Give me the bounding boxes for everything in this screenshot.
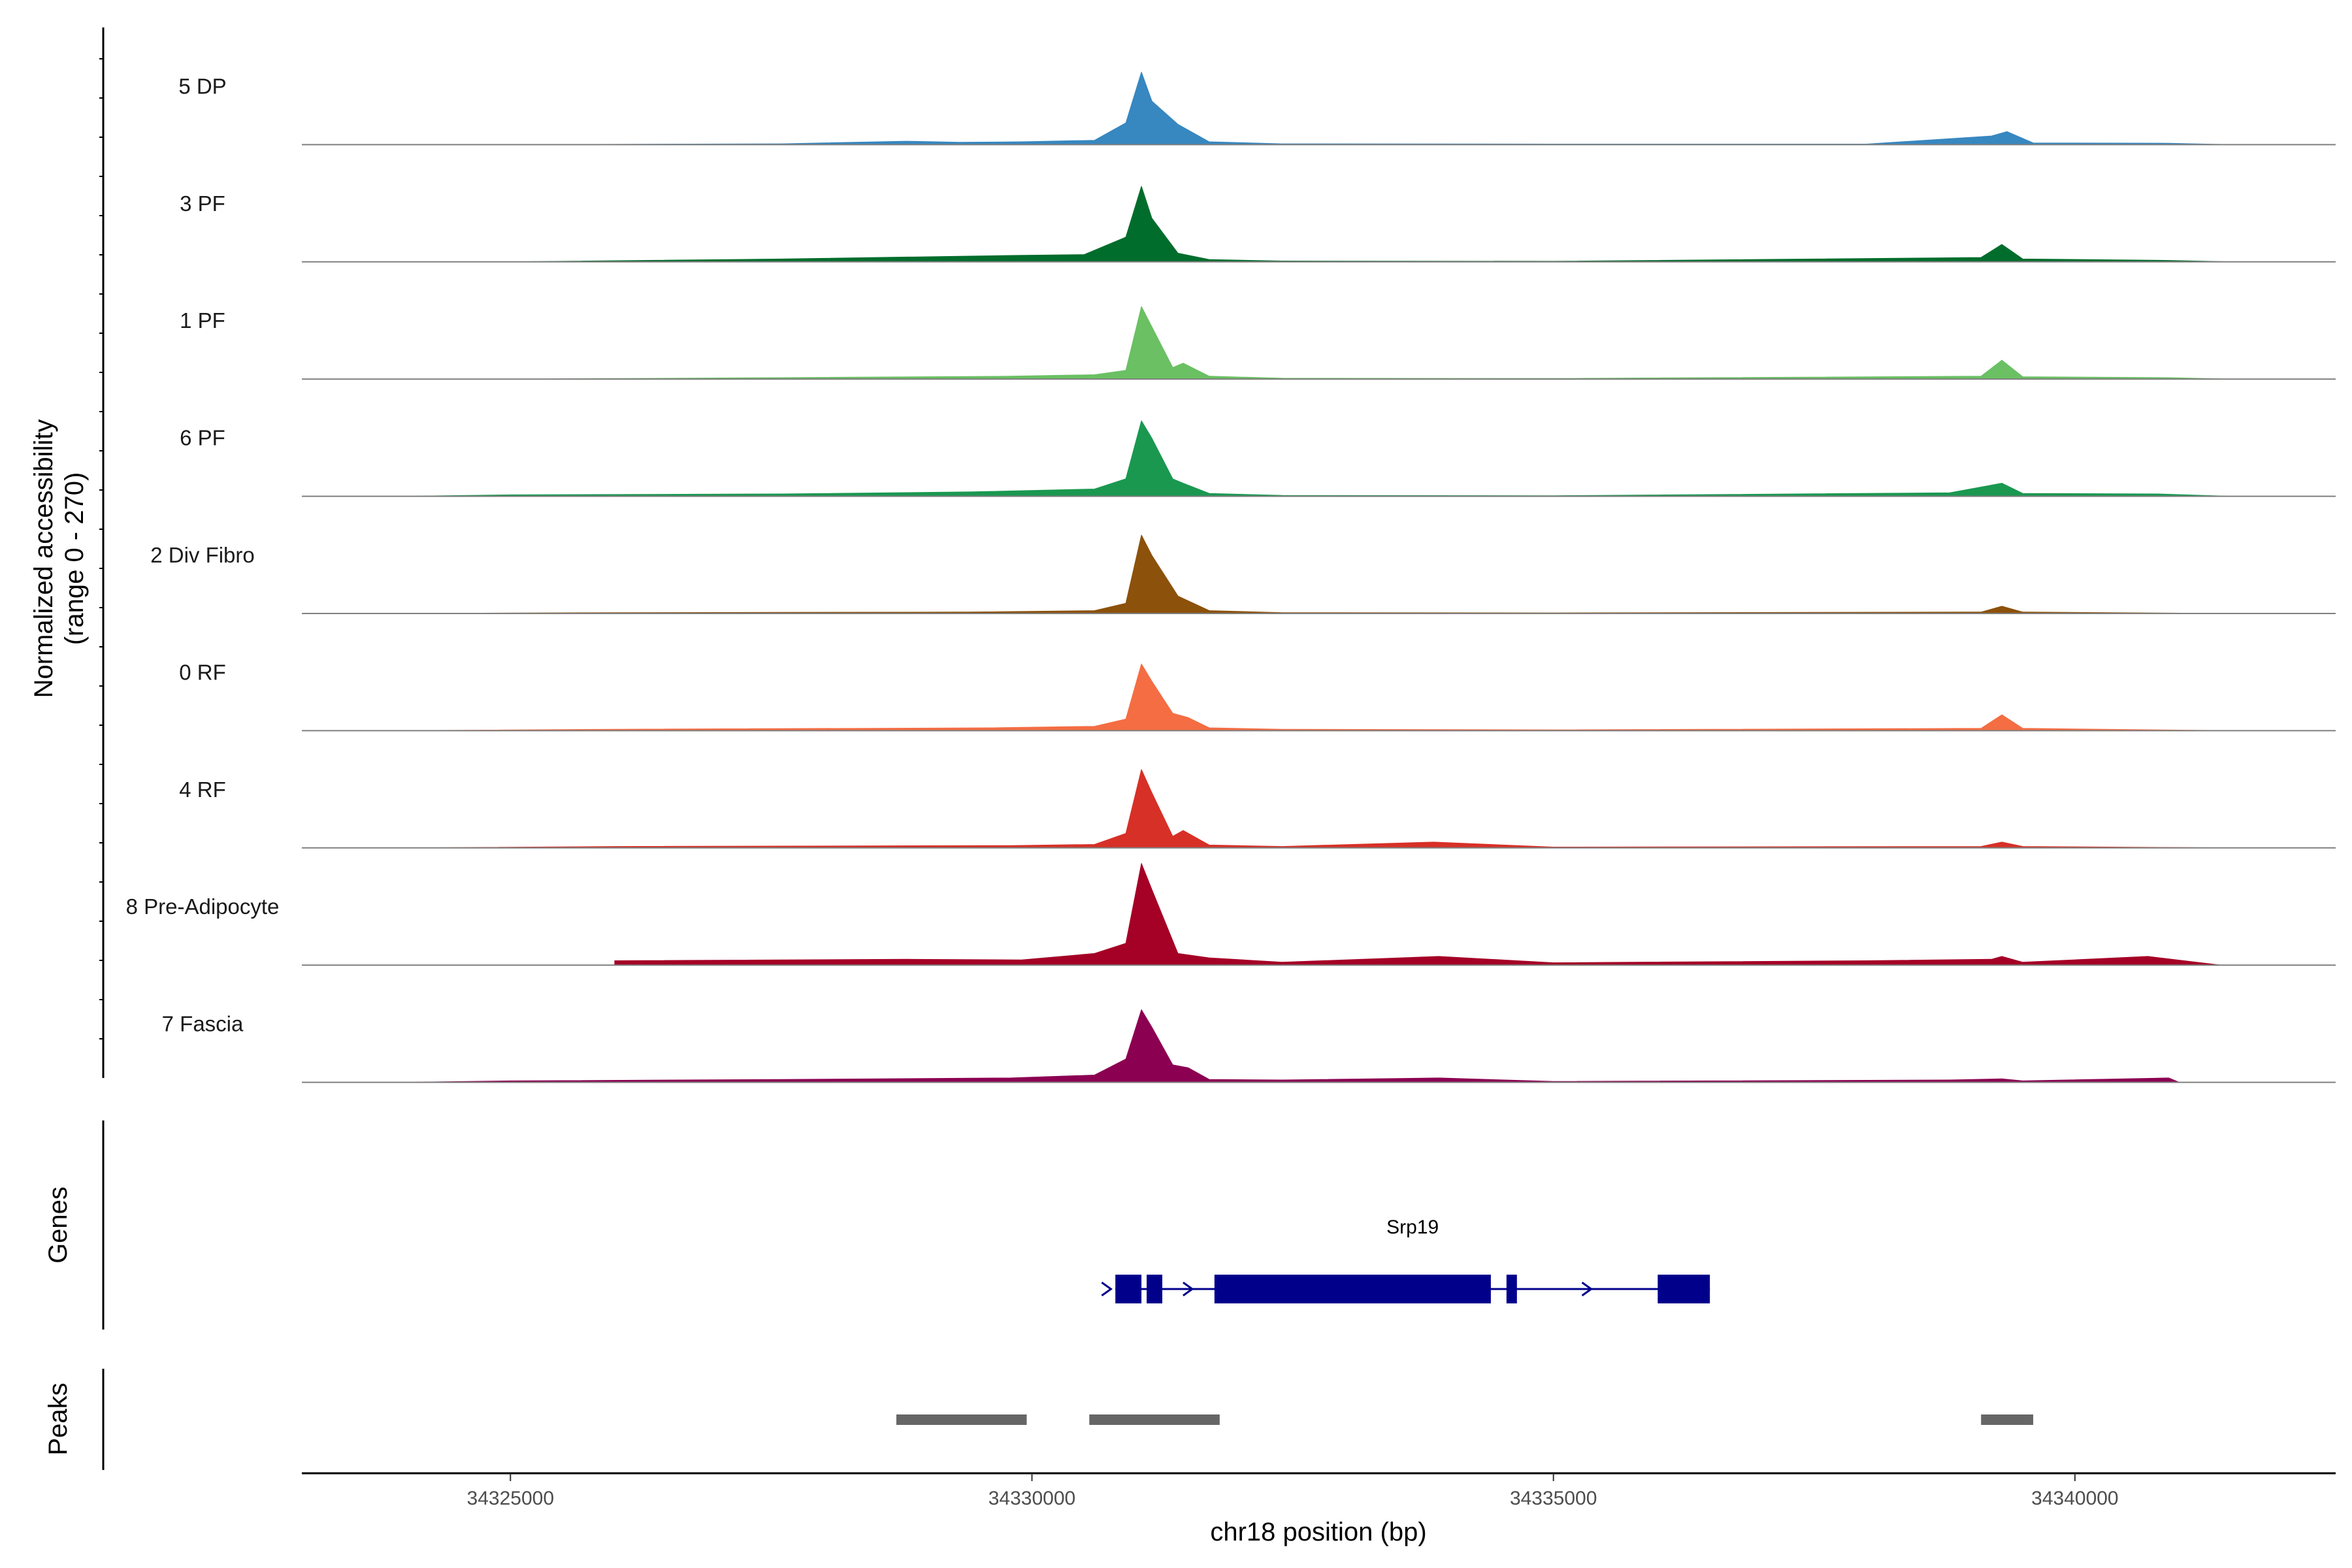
gene-exon (1506, 1275, 1517, 1303)
gene-exon (1147, 1275, 1163, 1303)
gene-layer: Srp19 (1101, 1217, 1710, 1303)
genes-track-label: Genes (44, 1186, 73, 1264)
x-tick-label: 34335000 (1510, 1488, 1597, 1509)
track-area (406, 420, 2232, 497)
track-label: 3 PF (180, 191, 225, 216)
track-label: 0 RF (179, 660, 226, 684)
track-labels: 5 DP 3 PF 1 PF 6 PF 2 Div Fibro 0 RF 4 RF 8 Pre… (126, 74, 280, 1036)
x-tick-label: 34340000 (2031, 1488, 2118, 1509)
track-label: 7 Fascia (162, 1012, 244, 1036)
gene-exon (1214, 1275, 1491, 1303)
x-axis-title: chr18 position (bp) (1210, 1518, 1426, 1546)
peak-bar (1089, 1414, 1220, 1425)
track-area (510, 306, 2232, 380)
y-axis-title-line2: (range 0 - 270) (60, 472, 89, 645)
coverage-y-ticks (99, 58, 103, 1039)
track-label: 6 PF (180, 426, 225, 450)
peak-bar (896, 1414, 1027, 1425)
track-label: 4 RF (179, 777, 226, 802)
track-label: 5 DP (178, 74, 226, 98)
peaks-track-label: Peaks (44, 1382, 73, 1455)
strand-arrow (1101, 1281, 1113, 1297)
track-area (406, 534, 2232, 614)
track-areas (406, 71, 2232, 1083)
peak-bar (1981, 1414, 2034, 1425)
track-area (406, 1009, 2180, 1083)
track-area (510, 71, 2232, 145)
track-area (406, 769, 2232, 849)
track-area (406, 663, 2232, 731)
track-area (510, 186, 2232, 263)
strand-arrow (1183, 1281, 1194, 1297)
gene-exon (1115, 1275, 1142, 1303)
track-baselines (302, 144, 2336, 1083)
gene-exon (1658, 1275, 1710, 1303)
track-label: 8 Pre-Adipocyte (126, 894, 280, 919)
track-label: 2 Div Fibro (150, 543, 255, 567)
peak-layer (896, 1414, 2034, 1425)
track-area (614, 863, 2221, 966)
x-ticks: 34325000 34330000 34335000 34340000 (467, 1473, 2119, 1509)
x-tick-label: 34325000 (467, 1488, 554, 1509)
y-axis-title-line1: Normalized accessibility (29, 419, 58, 698)
gene-name-label: Srp19 (1386, 1217, 1439, 1238)
track-label: 1 PF (180, 308, 225, 333)
strand-arrow (1581, 1281, 1593, 1297)
x-tick-label: 34330000 (988, 1488, 1075, 1509)
